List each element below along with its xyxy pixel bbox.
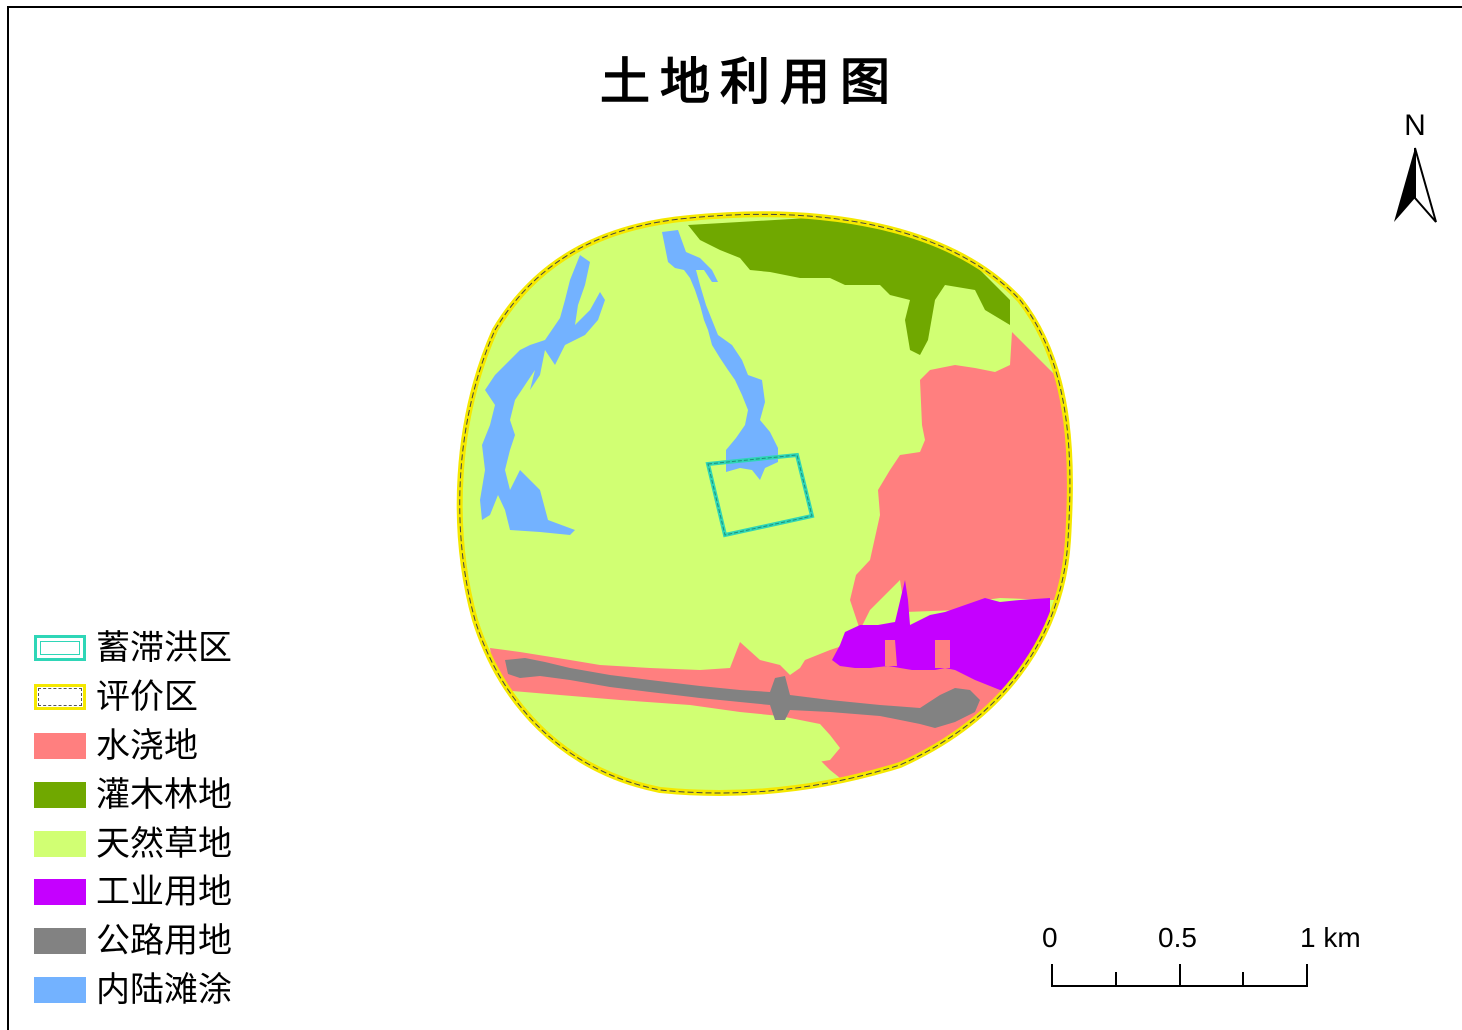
tidal-flat-west <box>480 255 605 535</box>
evaluation-area-swatch <box>34 684 86 711</box>
tidal-flat-swatch <box>34 976 86 1003</box>
scale-bar: 0 0.5 1 km <box>1030 922 1380 992</box>
irrigated-area-east <box>850 332 1070 630</box>
evaluation-area-dash <box>459 213 1071 794</box>
legend-item-evaluation-area: 评价区 <box>34 673 232 722</box>
irrigated-swatch <box>34 732 86 759</box>
legend-item-irrigated: 水浇地 <box>34 722 232 771</box>
scale-label-0: 0 <box>1042 922 1058 953</box>
shrubland-swatch <box>34 781 86 808</box>
legend-item-tidal-flat: 内陆滩涂 <box>34 966 232 1015</box>
legend-item-industrial: 工业用地 <box>34 868 232 917</box>
industrial-gap <box>885 640 950 668</box>
legend-label: 蓄滞洪区 <box>96 628 232 669</box>
legend-label: 工业用地 <box>96 872 232 913</box>
legend-label: 评价区 <box>96 677 198 718</box>
north-label: N <box>1404 109 1426 142</box>
industrial-swatch <box>34 879 86 906</box>
legend-item-shrubland: 灌木林地 <box>34 770 232 819</box>
legend-item-road: 公路用地 <box>34 917 232 966</box>
scale-bar-graphic <box>1051 964 1308 987</box>
map-frame <box>7 6 1462 1030</box>
legend-item-grassland: 天然草地 <box>34 819 232 868</box>
shrubland-area <box>688 215 1010 355</box>
legend: 蓄滞洪区 评价区 水浇地 灌木林地 天然草地 工业用地 公路用地 内陆滩涂 <box>34 624 232 1014</box>
road-line <box>505 658 980 728</box>
legend-label: 水浇地 <box>96 725 198 766</box>
north-arrow: N <box>1392 110 1438 228</box>
flood-storage-swatch <box>34 635 86 662</box>
legend-label: 内陆滩涂 <box>96 969 232 1010</box>
road-swatch <box>34 928 86 955</box>
scale-label-half: 0.5 <box>1158 922 1197 953</box>
map-title: 土地利用图 <box>600 53 900 111</box>
legend-label: 公路用地 <box>96 921 232 962</box>
north-arrow-icon <box>1394 147 1437 223</box>
flood-storage-area-inner <box>707 454 813 536</box>
tidal-flat-central <box>662 230 778 480</box>
grassland-swatch <box>34 830 86 857</box>
scale-label-1km: 1 km <box>1300 922 1361 953</box>
legend-label: 天然草地 <box>96 823 232 864</box>
legend-label: 灌木林地 <box>96 774 232 815</box>
legend-item-flood-storage: 蓄滞洪区 <box>34 624 232 673</box>
